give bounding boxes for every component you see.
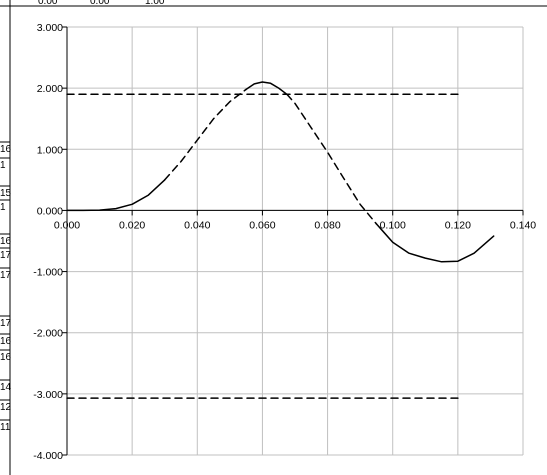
sheet-row-fragment: 17 <box>0 270 12 281</box>
y-tick-label: -3.000 <box>33 389 63 401</box>
series-line-3 <box>286 93 378 225</box>
sheet-row-fragment: 12 <box>0 402 12 413</box>
y-tick-label: -4.000 <box>33 450 63 462</box>
sheet-row-fragment: 1 <box>0 160 6 171</box>
sheet-row-fragment: 14 <box>0 382 12 393</box>
tick-labels: 3.000 2.000 1.000 0.000 -1.000 -2.000 -3.000 -4… <box>33 22 536 462</box>
sheet-row-fragment: 16 <box>0 336 12 347</box>
x-tick-label: 0.020 <box>119 219 145 231</box>
x-tick-label: 0.140 <box>510 219 536 231</box>
gridlines <box>66 26 524 456</box>
y-tick-label: -2.000 <box>33 328 63 340</box>
x-tick-label: 0.040 <box>184 219 210 231</box>
series-line-4 <box>375 223 495 263</box>
sheet-row-fragment: 16 <box>0 236 12 247</box>
y-tick-label: 1.000 <box>37 144 63 156</box>
sheet-row-fragment: 17 <box>0 250 12 261</box>
x-tick-label: 0.060 <box>249 219 275 231</box>
series-line-2 <box>245 81 288 96</box>
sheet-row-fragment: 1 <box>0 202 6 213</box>
series-lines <box>66 81 495 399</box>
sheet-top-fragment: 1.00 <box>145 0 165 7</box>
x-tick-label: 0.000 <box>54 219 80 231</box>
sheet-row-fragment: 11 <box>0 422 11 433</box>
sheet-top-fragment: 0.00 <box>90 0 110 7</box>
sheet-row-fragment: 15 <box>0 188 12 199</box>
x-tick-label: 0.080 <box>314 219 340 231</box>
x-tick-label: 0.100 <box>380 219 406 231</box>
y-tick-label: 0.000 <box>37 205 63 217</box>
sheet-row-fragment: 16 <box>0 352 12 363</box>
axes <box>62 26 524 456</box>
y-tick-label: 3.000 <box>37 22 63 34</box>
series-line-1 <box>163 88 247 181</box>
y-tick-label: -1.000 <box>33 267 63 279</box>
sheet-row-fragment: 17 <box>0 318 12 329</box>
y-tick-label: 2.000 <box>37 83 63 95</box>
x-tick-label: 0.120 <box>445 219 471 231</box>
sheet-top-fragment: 0.00 <box>38 0 58 7</box>
series-line-0 <box>66 179 166 212</box>
sheet-row-fragment: 16 <box>0 144 12 155</box>
